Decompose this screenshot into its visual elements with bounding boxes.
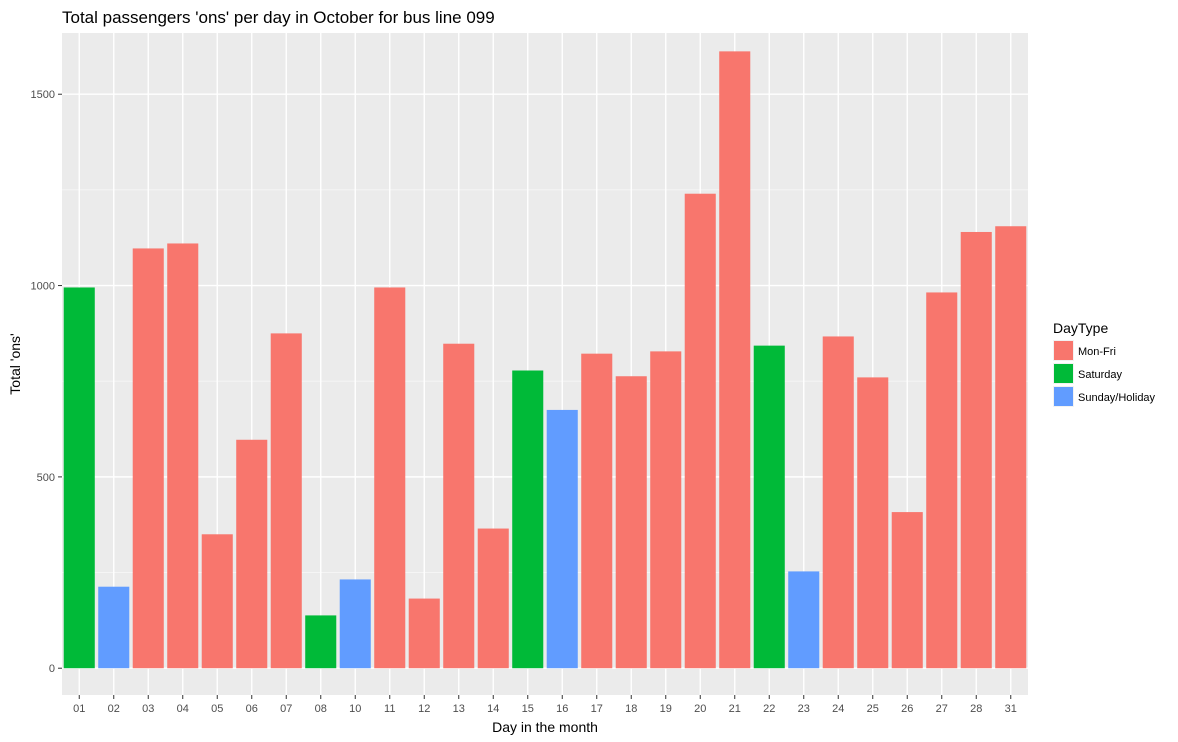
legend-swatch	[1054, 364, 1073, 383]
x-tick-label: 23	[798, 703, 810, 715]
bar-day-15	[512, 370, 544, 669]
x-tick-label: 08	[315, 703, 327, 715]
bar-day-06	[236, 439, 268, 669]
bar-day-01	[63, 287, 95, 669]
x-tick-label: 10	[349, 703, 361, 715]
bar-day-17	[581, 353, 613, 669]
bar-day-24	[822, 336, 854, 669]
bar-day-28	[960, 231, 992, 669]
y-tick-label: 0	[49, 663, 55, 675]
x-tick-label: 26	[901, 703, 913, 715]
chart-title: Total passengers 'ons' per day in Octobe…	[62, 8, 495, 27]
bar-day-16	[546, 409, 578, 669]
bar-day-11	[374, 287, 406, 669]
bar-day-13	[443, 343, 475, 669]
y-axis-ticks: 0 500 1000 1500	[31, 89, 62, 675]
bar-day-21	[719, 51, 751, 669]
x-tick-label: 20	[694, 703, 706, 715]
y-tick-label: 1000	[31, 281, 55, 293]
bar-day-26	[891, 512, 923, 669]
x-tick-label: 24	[832, 703, 844, 715]
bar-day-10	[339, 579, 371, 669]
bar-day-22	[753, 345, 785, 669]
legend-label: Saturday	[1078, 369, 1123, 381]
bar-day-04	[167, 243, 199, 669]
bar-day-25	[857, 377, 889, 669]
x-tick-label: 27	[936, 703, 948, 715]
x-tick-label: 12	[418, 703, 430, 715]
x-tick-label: 19	[660, 703, 672, 715]
x-tick-label: 25	[867, 703, 879, 715]
bar-day-19	[650, 351, 682, 669]
x-tick-label: 02	[108, 703, 120, 715]
bar-day-08	[305, 615, 337, 669]
x-tick-label: 14	[487, 703, 499, 715]
x-tick-label: 06	[246, 703, 258, 715]
bar-day-05	[201, 534, 233, 669]
x-tick-label: 15	[522, 703, 534, 715]
x-tick-label: 21	[729, 703, 741, 715]
bar-day-14	[477, 528, 509, 669]
x-tick-label: 05	[211, 703, 223, 715]
bar-day-23	[788, 571, 820, 669]
legend-label: Sunday/Holiday	[1078, 392, 1156, 404]
bar-day-12	[408, 598, 440, 669]
bar-day-07	[270, 333, 302, 669]
bar-day-03	[132, 248, 164, 669]
y-tick-label: 500	[37, 472, 55, 484]
legend-title: DayType	[1053, 320, 1108, 336]
x-tick-label: 22	[763, 703, 775, 715]
bar-day-18	[615, 376, 647, 669]
x-tick-label: 11	[384, 703, 395, 715]
x-tick-label: 16	[556, 703, 568, 715]
x-tick-label: 03	[142, 703, 154, 715]
y-axis-title: Total 'ons'	[7, 333, 23, 394]
x-axis-title: Day in the month	[492, 719, 598, 735]
legend-swatch	[1054, 341, 1073, 360]
x-axis-ticks: 01 02 03 04 05 06 07 08 10 11 12 13 14 15 16 17 18 19 20 21…	[73, 695, 1017, 715]
x-tick-label: 17	[591, 703, 603, 715]
legend-label: Mon-Fri	[1078, 346, 1116, 358]
bar-day-31	[995, 226, 1027, 669]
x-tick-label: 18	[625, 703, 637, 715]
bar-day-20	[684, 193, 716, 669]
x-tick-label: 31	[1005, 703, 1017, 715]
x-tick-label: 04	[177, 703, 189, 715]
y-tick-label: 1500	[31, 89, 55, 101]
legend: DayType Mon-Fri Saturday Sunday/Holiday	[1053, 320, 1156, 407]
x-tick-label: 13	[453, 703, 465, 715]
bar-day-02	[98, 586, 130, 669]
legend-swatch	[1054, 387, 1073, 406]
bar-day-27	[926, 292, 958, 669]
x-tick-label: 28	[970, 703, 982, 715]
x-tick-label: 07	[280, 703, 292, 715]
bars	[63, 51, 1027, 669]
x-tick-label: 01	[73, 703, 85, 715]
